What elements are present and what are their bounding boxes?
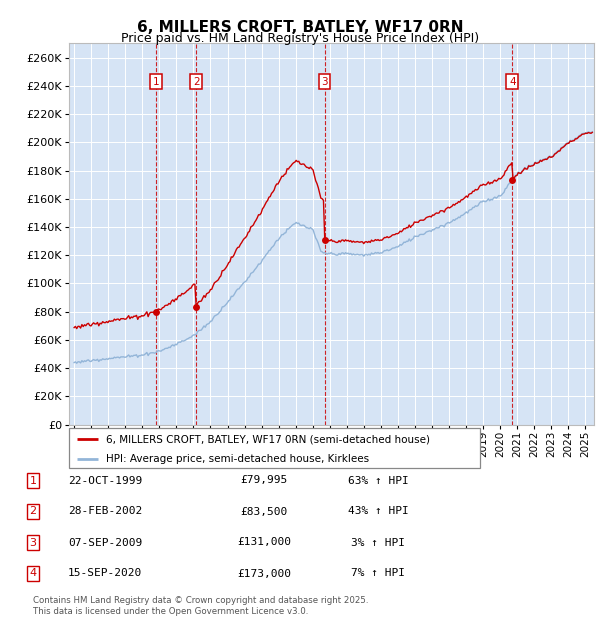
- Text: 15-SEP-2020: 15-SEP-2020: [68, 569, 142, 578]
- Text: 4: 4: [509, 76, 515, 87]
- Text: 07-SEP-2009: 07-SEP-2009: [68, 538, 142, 547]
- Text: 4: 4: [29, 569, 37, 578]
- Text: 3: 3: [321, 76, 328, 87]
- Text: 43% ↑ HPI: 43% ↑ HPI: [347, 507, 409, 516]
- Text: HPI: Average price, semi-detached house, Kirklees: HPI: Average price, semi-detached house,…: [106, 454, 369, 464]
- Text: 3% ↑ HPI: 3% ↑ HPI: [351, 538, 405, 547]
- Text: 22-OCT-1999: 22-OCT-1999: [68, 476, 142, 485]
- Text: 63% ↑ HPI: 63% ↑ HPI: [347, 476, 409, 485]
- Text: £131,000: £131,000: [237, 538, 291, 547]
- Text: 6, MILLERS CROFT, BATLEY, WF17 0RN: 6, MILLERS CROFT, BATLEY, WF17 0RN: [137, 20, 463, 35]
- Text: 1: 1: [153, 76, 160, 87]
- Text: Contains HM Land Registry data © Crown copyright and database right 2025.
This d: Contains HM Land Registry data © Crown c…: [33, 596, 368, 616]
- Text: £173,000: £173,000: [237, 569, 291, 578]
- Text: 7% ↑ HPI: 7% ↑ HPI: [351, 569, 405, 578]
- Text: 6, MILLERS CROFT, BATLEY, WF17 0RN (semi-detached house): 6, MILLERS CROFT, BATLEY, WF17 0RN (semi…: [106, 434, 430, 444]
- Text: £83,500: £83,500: [241, 507, 287, 516]
- Text: 1: 1: [29, 476, 37, 485]
- Text: 2: 2: [29, 507, 37, 516]
- Text: 2: 2: [193, 76, 199, 87]
- FancyBboxPatch shape: [69, 428, 480, 468]
- Text: 28-FEB-2002: 28-FEB-2002: [68, 507, 142, 516]
- Text: Price paid vs. HM Land Registry's House Price Index (HPI): Price paid vs. HM Land Registry's House …: [121, 32, 479, 45]
- Text: £79,995: £79,995: [241, 476, 287, 485]
- Text: 3: 3: [29, 538, 37, 547]
